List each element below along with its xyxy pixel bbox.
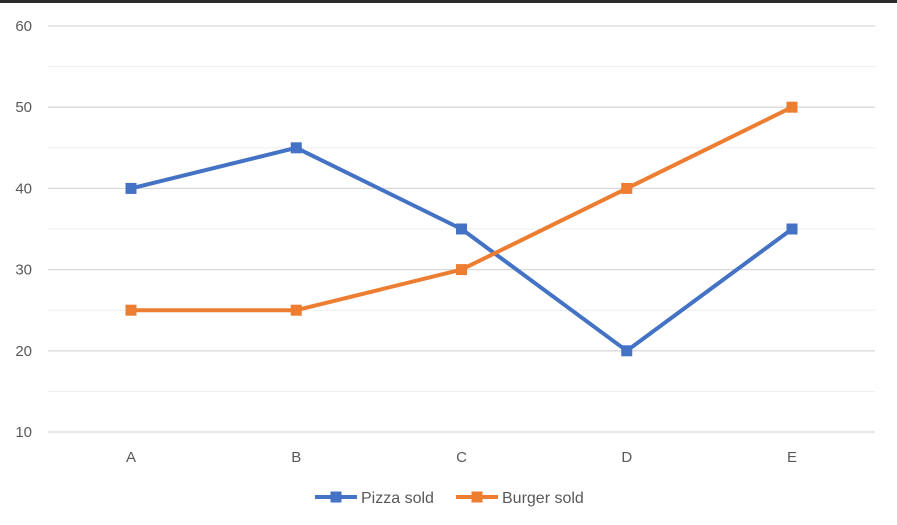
data-point-marker bbox=[290, 142, 302, 154]
data-point-marker bbox=[621, 182, 633, 194]
legend-label: Pizza sold bbox=[361, 490, 434, 507]
x-tick-label: B bbox=[291, 449, 301, 466]
legend-marker bbox=[330, 491, 342, 503]
series-layer bbox=[125, 101, 798, 357]
data-point-marker bbox=[786, 223, 798, 235]
data-point-marker bbox=[290, 304, 302, 316]
y-tick-label: 20 bbox=[15, 343, 32, 360]
data-point-marker bbox=[786, 101, 798, 113]
data-point-marker bbox=[621, 345, 633, 357]
data-point-marker bbox=[456, 223, 467, 235]
data-point-marker bbox=[456, 264, 467, 276]
data-point-marker bbox=[125, 304, 137, 316]
series-line bbox=[129, 105, 794, 313]
x-tick-label: D bbox=[621, 449, 632, 466]
legend-item: Pizza sold bbox=[315, 490, 434, 507]
y-tick-label: 40 bbox=[15, 180, 32, 197]
x-tick-label: E bbox=[787, 449, 797, 466]
y-tick-label: 10 bbox=[15, 424, 32, 441]
top-border bbox=[0, 0, 897, 3]
y-axis-ticks: 10 20 30 40 50 60 bbox=[15, 18, 32, 441]
legend-item: Burger sold bbox=[456, 490, 584, 507]
series-pizza-sold bbox=[125, 142, 798, 357]
grid-layer bbox=[48, 25, 875, 433]
y-tick-label: 60 bbox=[15, 18, 32, 35]
x-tick-label: A bbox=[126, 449, 136, 466]
legend: Pizza sold Burger sold bbox=[315, 490, 584, 507]
series-line bbox=[129, 145, 794, 353]
x-axis-ticks: A B C D E bbox=[126, 449, 797, 466]
y-tick-label: 50 bbox=[15, 99, 32, 116]
data-point-marker bbox=[125, 182, 137, 194]
legend-marker bbox=[471, 491, 483, 503]
series-burger-sold bbox=[125, 101, 798, 316]
legend-label: Burger sold bbox=[502, 490, 584, 507]
y-tick-label: 30 bbox=[15, 262, 32, 279]
x-tick-label: C bbox=[456, 449, 467, 466]
